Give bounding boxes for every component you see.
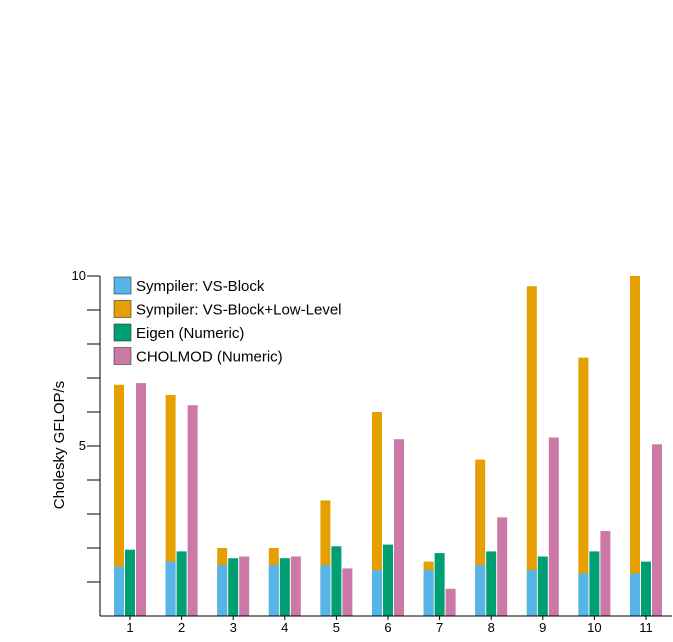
legend-label: CHOLMOD (Numeric) [136, 349, 283, 366]
x-tick-label: 2 [178, 620, 185, 635]
x-tick-label: 8 [488, 620, 495, 635]
bar [331, 546, 342, 616]
bar [475, 459, 486, 616]
legend-swatch [113, 323, 132, 342]
bar [125, 549, 135, 616]
x-tick-label: 10 [587, 620, 601, 635]
x-tick-label: 5 [333, 620, 340, 635]
bar [372, 412, 382, 616]
bar [165, 561, 176, 616]
y-tick-label: 10 [72, 268, 86, 283]
bar [320, 565, 331, 616]
bar [176, 551, 187, 616]
x-tick-label: 11 [639, 620, 653, 635]
bar [578, 357, 589, 616]
bar [445, 588, 456, 616]
bar [114, 566, 124, 616]
bar [372, 570, 382, 616]
legend-swatch [113, 276, 132, 295]
bar [434, 553, 445, 616]
bar [652, 444, 662, 616]
bar [423, 570, 434, 616]
bar [228, 558, 239, 616]
axes-layer: 1 2 3 4 5 6 7 8 9 10 11 5 10 [72, 268, 672, 635]
x-tick-label: 1 [126, 620, 133, 635]
bar [630, 276, 640, 616]
bar [600, 531, 611, 616]
bar [548, 437, 559, 616]
bar [630, 573, 640, 616]
bar [239, 556, 250, 616]
bar [383, 544, 393, 616]
bar [641, 561, 651, 616]
legend-swatch [113, 347, 132, 365]
x-tick-label: 3 [230, 620, 237, 635]
bar [537, 556, 548, 616]
bar [578, 573, 589, 616]
bar [279, 558, 290, 616]
x-tick-label: 4 [281, 620, 288, 635]
bar [320, 500, 331, 616]
bar [526, 570, 537, 616]
bar [217, 565, 228, 616]
legend-label: Sympiler: VS-Block [136, 278, 265, 295]
x-tick-label: 6 [384, 620, 391, 635]
bar [497, 517, 508, 616]
bar [136, 383, 146, 616]
legend-label: Sympiler: VS-Block+Low-Level [136, 302, 342, 319]
x-tick-label: 7 [436, 620, 443, 635]
bar [268, 565, 279, 616]
bar [114, 384, 124, 616]
legend: Sympiler: VS-Block Sympiler: VS-Block+Low… [113, 276, 342, 366]
legend-label: Eigen (Numeric) [136, 325, 244, 342]
bar [187, 405, 198, 616]
legend-swatch [113, 300, 132, 318]
bars-layer [114, 276, 662, 616]
bar [589, 551, 600, 616]
bar [394, 439, 404, 616]
bar [486, 551, 497, 616]
bar [165, 395, 176, 616]
bar [526, 286, 537, 616]
y-tick-label: 5 [79, 438, 86, 453]
bar [342, 568, 353, 616]
bar [290, 556, 301, 616]
bar [475, 565, 486, 616]
x-tick-label: 9 [539, 620, 546, 635]
y-axis-label: Cholesky GFLOP/s [51, 381, 68, 509]
